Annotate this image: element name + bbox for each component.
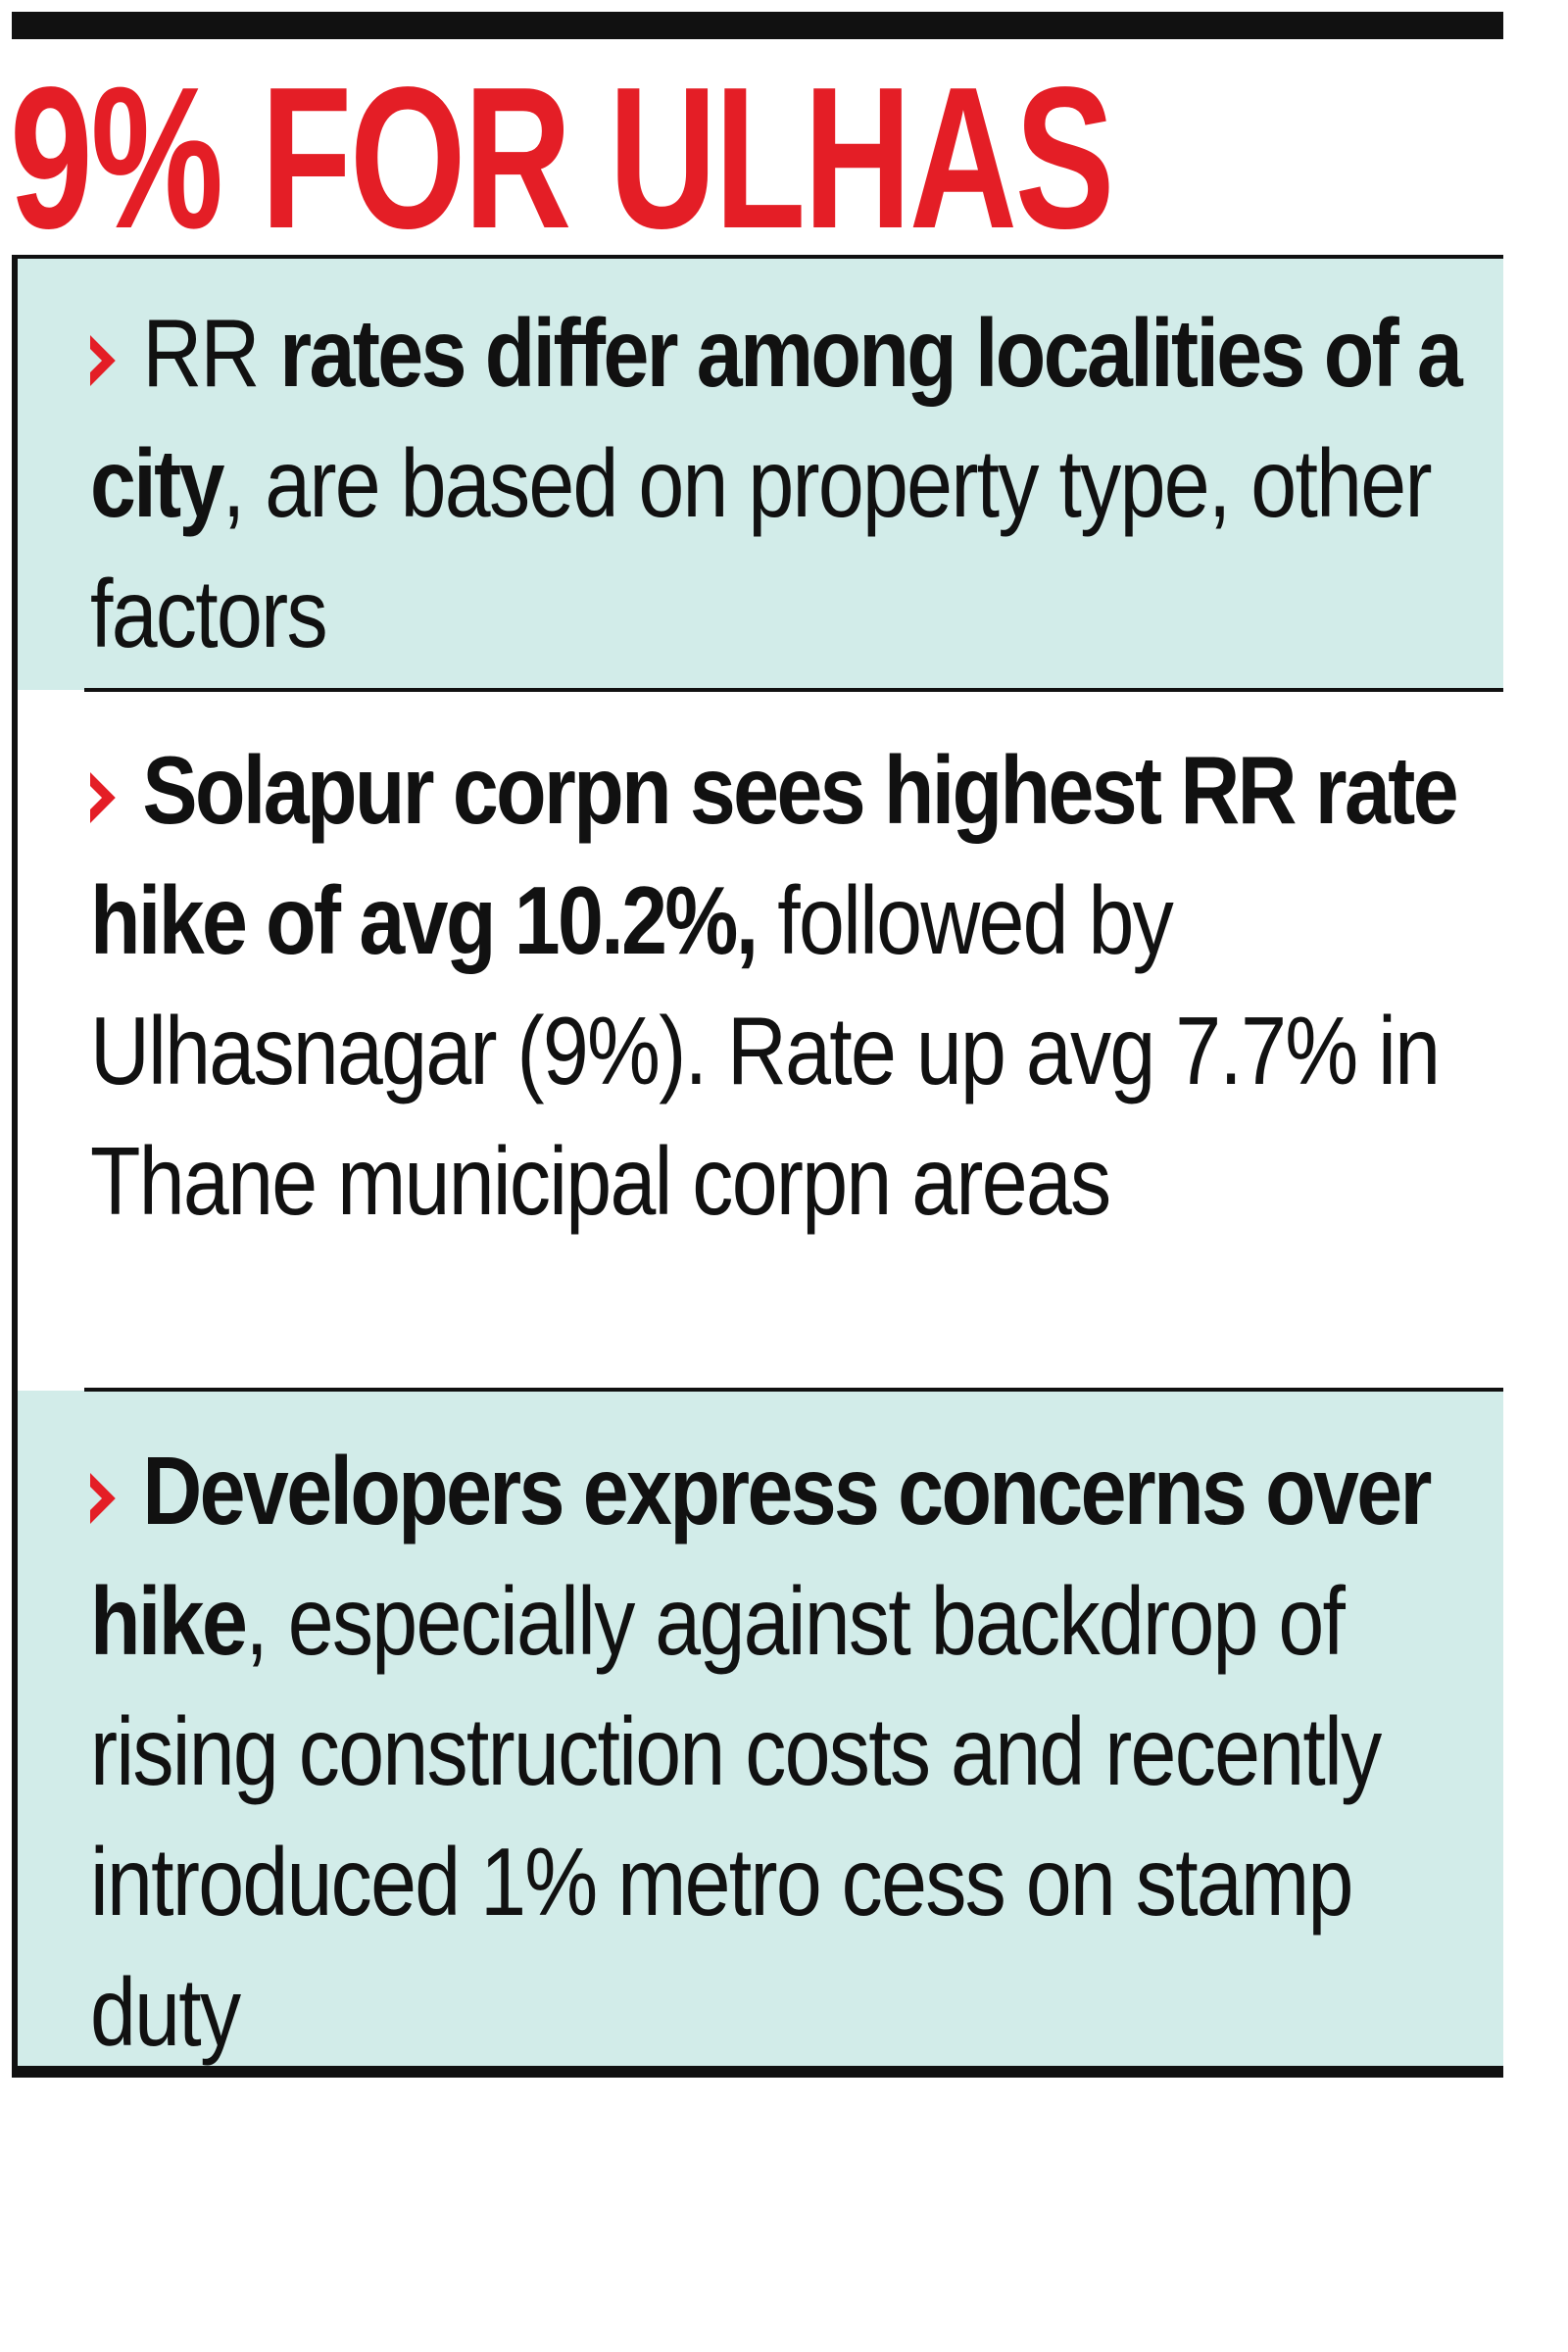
- bullet-3-bold: Developers express concerns over hike: [90, 1437, 1432, 1675]
- bullet-section-3: Developers express concerns over hike, e…: [18, 1391, 1503, 2066]
- section-divider: [84, 688, 1503, 692]
- chevron-right-icon: [90, 1473, 116, 1524]
- bullet-text-2: Solapur corpn sees highest RR rate hike …: [90, 725, 1472, 1247]
- bullet-1-text: , are based on property type, other fact…: [90, 429, 1433, 667]
- section-divider: [84, 1388, 1503, 1392]
- bullet-section-2: Solapur corpn sees highest RR rate hike …: [18, 690, 1503, 1391]
- info-panel: RR rates differ among localities of a ci…: [12, 255, 1503, 2078]
- bullet-1-prefix: RR: [142, 299, 280, 407]
- bullet-text-1: RR rates differ among localities of a ci…: [90, 288, 1472, 679]
- chevron-right-icon: [90, 335, 116, 386]
- panel-bottom-rule: [12, 2066, 1503, 2078]
- headline: 9% FOR ULHAS: [10, 45, 1114, 270]
- bullet-1-bold: rates differ among localities of a city: [90, 299, 1463, 537]
- bullet-3-text: , especially against backdrop of rising …: [90, 1567, 1382, 2066]
- bullet-text-3: Developers express concerns over hike, e…: [90, 1426, 1472, 2078]
- chevron-right-icon: [90, 772, 116, 823]
- bullet-2-bold: Solapur corpn sees highest RR rate hike …: [90, 736, 1459, 974]
- bullet-2-text: followed by Ulhasnagar (9%). Rate up avg…: [90, 866, 1441, 1235]
- top-rule: [12, 12, 1503, 39]
- panel-left-rule: [12, 255, 18, 2078]
- panel-top-rule: [12, 255, 1503, 259]
- bullet-section-1: RR rates differ among localities of a ci…: [18, 259, 1503, 690]
- bottom-whitespace: [0, 2078, 1568, 2352]
